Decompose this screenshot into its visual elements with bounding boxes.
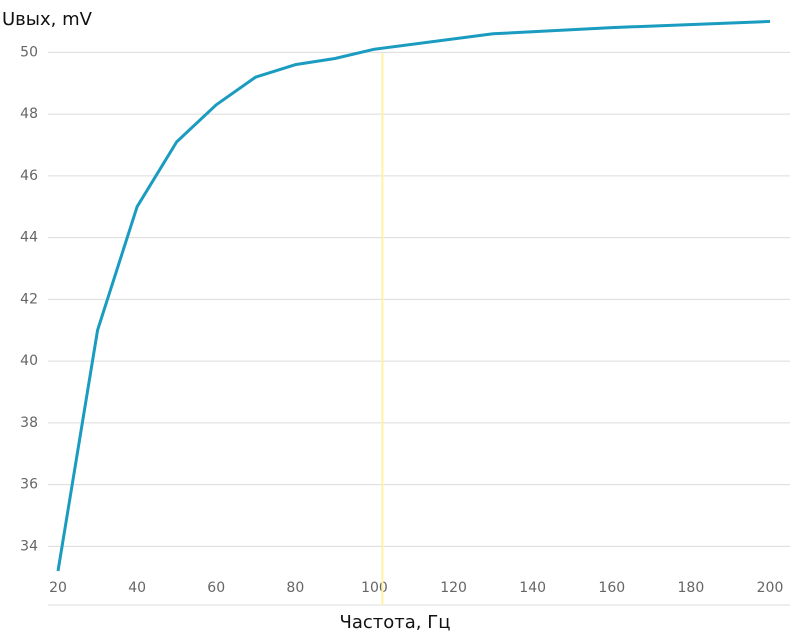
x-axis-title: Частота, Гц [340,612,451,633]
y-axis-title: Uвых, mV [2,9,93,30]
x-tick-label: 180 [678,580,705,596]
y-tick-label: 34 [20,538,38,554]
x-tick-label: 60 [207,580,225,596]
y-tick-label: 40 [20,353,38,369]
x-tick-label: 160 [598,580,625,596]
y-tick-label: 36 [20,477,38,493]
x-tick-label: 200 [757,580,784,596]
y-tick-label: 38 [20,415,38,431]
y-tick-label: 42 [20,291,38,307]
x-tick-label: 140 [519,580,546,596]
y-tick-label: 46 [20,168,38,184]
x-tick-label: 80 [286,580,304,596]
x-tick-label: 20 [49,580,67,596]
y-tick-label: 50 [20,44,38,60]
x-tick-label: 100 [361,580,388,596]
x-tick-label: 40 [128,580,146,596]
y-tick-label: 48 [20,106,38,122]
x-tick-label: 120 [440,580,467,596]
y-tick-label: 44 [20,230,38,246]
data-line [56,19,771,572]
